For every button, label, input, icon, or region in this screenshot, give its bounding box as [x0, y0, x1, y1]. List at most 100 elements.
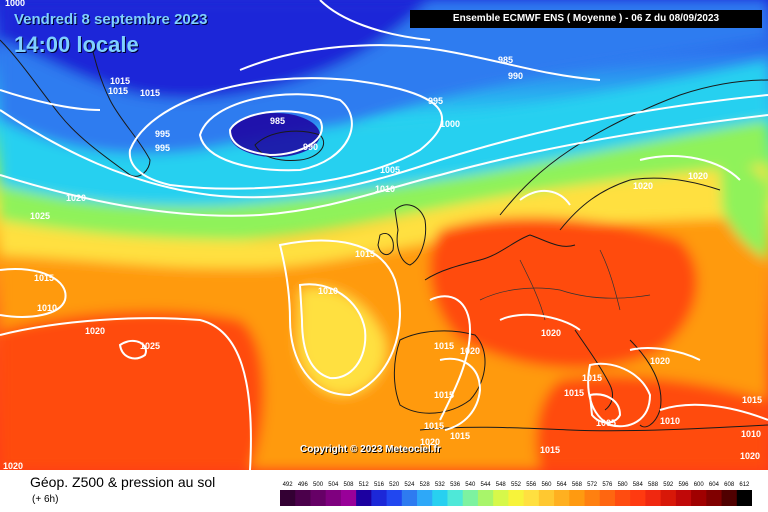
legend-label: 536 — [450, 482, 461, 488]
legend-label: 580 — [618, 482, 629, 488]
isobar-label: 995 — [428, 96, 443, 106]
isobar-label: 1020 — [420, 437, 440, 447]
legend-swatch — [660, 490, 677, 506]
legend-label: 584 — [633, 482, 644, 488]
isobar-label: 1020 — [633, 181, 653, 191]
legend-label: 600 — [694, 482, 705, 488]
legend-swatch — [630, 490, 646, 506]
isobar-label: 1015 — [355, 249, 375, 259]
legend-swatch — [599, 490, 616, 506]
isobar-labels: 1000 1015 1015 1015 995 995 985 990 985 … — [3, 0, 762, 470]
isobar-label: 1015 — [140, 88, 160, 98]
legend-swatch — [554, 490, 570, 506]
isobar-label: 1020 — [740, 451, 760, 461]
legend-label: 504 — [328, 482, 339, 488]
forecast-local-time: 14:00 locale — [14, 32, 139, 57]
legend-swatch — [691, 490, 707, 506]
isobar-label: 1025 — [140, 341, 160, 351]
legend-label: 528 — [420, 482, 431, 488]
legend-swatch — [295, 490, 311, 506]
forecast-date: Vendredi 8 septembre 2023 — [14, 11, 208, 28]
isobar-label: 1015 — [450, 431, 470, 441]
legend-swatch — [706, 490, 723, 506]
legend-swatch — [523, 490, 540, 506]
isobar-label: 1025 — [30, 211, 50, 221]
isobar-label: 1015 — [582, 373, 602, 383]
isobar-label: 1020 — [3, 461, 23, 470]
legend-label: 552 — [511, 482, 522, 488]
isobar-label: 995 — [155, 143, 170, 153]
isobar-label: 1020 — [688, 171, 708, 181]
legend-swatch — [462, 490, 479, 506]
isobar-label: 1020 — [541, 328, 561, 338]
legend-label: 596 — [678, 482, 689, 488]
legend-label: 548 — [496, 482, 507, 488]
legend-swatch — [538, 490, 555, 506]
legend-label: 576 — [602, 482, 613, 488]
legend-label: 496 — [298, 482, 309, 488]
legend-label: 500 — [313, 482, 324, 488]
isobar-label: 1005 — [380, 165, 400, 175]
isobar-label: 1000 — [5, 0, 25, 8]
chart-title: Géop. Z500 & pression au sol — [30, 474, 216, 490]
legend-swatch — [340, 490, 357, 506]
legend-swatch — [721, 490, 738, 506]
legend-label: 532 — [435, 482, 446, 488]
model-info-banner: Ensemble ECMWF ENS ( Moyenne ) - 06 Z du… — [410, 10, 762, 28]
legend-label: 556 — [526, 482, 537, 488]
legend-label: 588 — [648, 482, 659, 488]
copyright-notice: Copyright © 2023 Meteociel.fr — [300, 444, 441, 455]
isobar-label: 1015 — [110, 76, 130, 86]
legend-swatch — [508, 490, 525, 506]
legend-label: 492 — [283, 482, 294, 488]
legend-label: 608 — [724, 482, 735, 488]
isobar-label: 1010 — [741, 429, 761, 439]
legend-swatch — [645, 490, 662, 506]
legend-swatch — [493, 490, 509, 506]
legend-swatch — [310, 490, 327, 506]
isobar-label: 985 — [498, 55, 513, 65]
color-scale-legend: 492 496 500 504 508 512 516 520 524 528 532 536 540 5… — [280, 482, 752, 506]
isobar-label: 1015 — [742, 395, 762, 405]
isobar-label: 1005 — [596, 418, 616, 428]
isobar-label: 990 — [303, 142, 318, 152]
isobar-label: 1015 — [434, 390, 454, 400]
coastlines — [0, 39, 768, 432]
legend-swatch — [356, 490, 372, 506]
isobar-label: 985 — [270, 116, 285, 126]
legend-swatch — [401, 490, 418, 506]
legend-label: 512 — [359, 482, 370, 488]
legend-swatch — [477, 490, 494, 506]
isobar-label: 1020 — [66, 193, 86, 203]
legend-label: 568 — [572, 482, 583, 488]
isobar-label: 1015 — [434, 341, 454, 351]
isobar-label: 1015 — [564, 388, 584, 398]
legend-label: 592 — [663, 482, 674, 488]
legend-swatch — [736, 490, 752, 506]
legend-swatch — [325, 490, 342, 506]
isobar-label: 1020 — [85, 326, 105, 336]
isobar-label: 1015 — [34, 273, 54, 283]
legend-swatch — [569, 490, 586, 506]
low-pressure-core — [230, 113, 320, 157]
isobar-label: 1010 — [375, 184, 395, 194]
legend-label: 544 — [481, 482, 492, 488]
legend-swatch — [675, 490, 692, 506]
legend-label: 540 — [465, 482, 476, 488]
isobar-label: 1010 — [660, 416, 680, 426]
forecast-step: (+ 6h) — [32, 494, 59, 505]
legend-label: 508 — [344, 482, 355, 488]
legend-swatch — [417, 490, 433, 506]
legend-label: 564 — [557, 482, 568, 488]
legend-swatch — [614, 490, 631, 506]
legend-swatch — [447, 490, 464, 506]
legend-label: 516 — [374, 482, 385, 488]
isobar-label: 990 — [508, 71, 523, 81]
legend-swatch — [584, 490, 601, 506]
isobar-label: 1015 — [108, 86, 128, 96]
legend-label: 572 — [587, 482, 598, 488]
legend-swatch — [371, 490, 388, 506]
isobar-label: 1015 — [424, 421, 444, 431]
legend-label: 560 — [541, 482, 552, 488]
legend-swatch — [432, 490, 448, 506]
